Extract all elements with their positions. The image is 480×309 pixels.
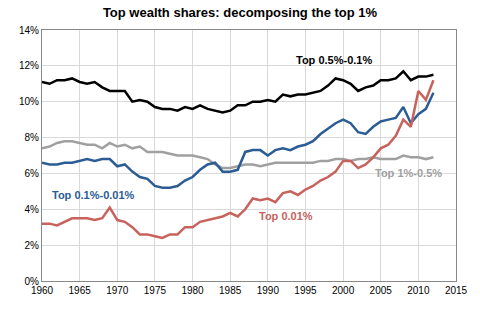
svg-text:8%: 8% xyxy=(25,132,40,143)
svg-text:1975: 1975 xyxy=(144,285,167,296)
svg-text:2010: 2010 xyxy=(407,285,430,296)
svg-text:1960: 1960 xyxy=(31,285,54,296)
svg-text:2005: 2005 xyxy=(370,285,393,296)
svg-text:10%: 10% xyxy=(19,96,39,107)
svg-text:1990: 1990 xyxy=(257,285,280,296)
svg-text:1995: 1995 xyxy=(294,285,317,296)
svg-text:6%: 6% xyxy=(25,168,40,179)
svg-text:0%: 0% xyxy=(25,276,40,287)
svg-text:2%: 2% xyxy=(25,240,40,251)
svg-text:1980: 1980 xyxy=(181,285,204,296)
svg-text:1965: 1965 xyxy=(69,285,92,296)
svg-text:2015: 2015 xyxy=(445,285,468,296)
svg-text:Top 0.5%-0.1%: Top 0.5%-0.1% xyxy=(296,54,372,66)
svg-text:1985: 1985 xyxy=(219,285,242,296)
svg-text:Top wealth shares: decomposing: Top wealth shares: decomposing the top 1… xyxy=(103,5,378,20)
svg-text:1970: 1970 xyxy=(106,285,129,296)
svg-text:2000: 2000 xyxy=(332,285,355,296)
svg-text:Top 0.01%: Top 0.01% xyxy=(259,210,313,222)
svg-text:14%: 14% xyxy=(19,25,39,36)
svg-text:4%: 4% xyxy=(25,204,40,215)
svg-text:12%: 12% xyxy=(19,60,39,71)
svg-text:Top 1%-0.5%: Top 1%-0.5% xyxy=(375,167,442,179)
svg-text:Top 0.1%-0.01%: Top 0.1%-0.01% xyxy=(52,189,135,201)
